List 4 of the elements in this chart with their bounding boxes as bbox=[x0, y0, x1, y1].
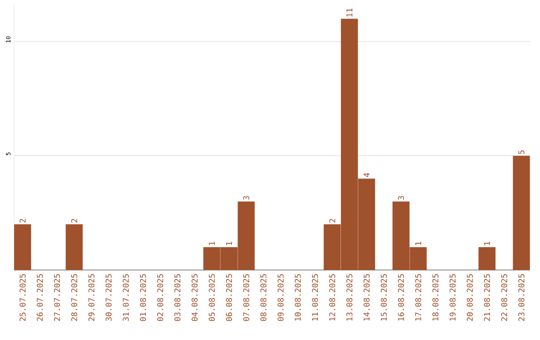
bar bbox=[478, 247, 496, 270]
bar bbox=[512, 156, 530, 270]
bar bbox=[66, 224, 83, 270]
bar bbox=[14, 224, 32, 270]
